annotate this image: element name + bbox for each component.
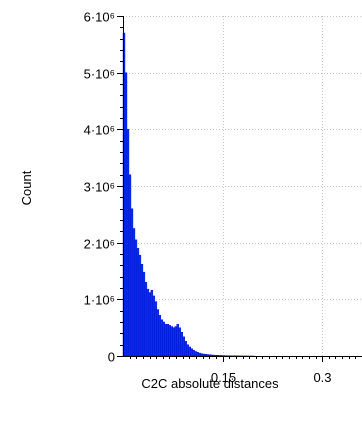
- y-tick-label: 1·10⁶: [84, 293, 115, 308]
- histogram-bar: [186, 344, 189, 357]
- histogram-bar: [178, 327, 181, 357]
- histogram-bar: [204, 354, 207, 357]
- histogram-bar: [156, 309, 160, 357]
- histogram-bar: [206, 354, 209, 357]
- x-tick-label: 0.3: [313, 370, 331, 385]
- histogram-bar: [210, 354, 213, 357]
- histogram-bar: [216, 355, 219, 357]
- histogram-bar: [166, 324, 170, 357]
- histogram-bar: [144, 282, 148, 357]
- histogram-bar: [124, 72, 128, 357]
- x-axis-title: C2C absolute distances: [141, 376, 279, 391]
- histogram-bar: [152, 295, 156, 357]
- histogram-bars: [122, 32, 255, 357]
- histogram-bar: [182, 336, 185, 357]
- axes: [117, 16, 362, 362]
- histogram-bar: [190, 348, 193, 357]
- histogram-bar: [162, 321, 166, 357]
- histogram-bar: [126, 129, 130, 357]
- y-axis-title: Count: [19, 170, 34, 205]
- histogram-bar: [168, 325, 171, 357]
- histogram-bar: [192, 350, 195, 357]
- histogram-bar: [160, 319, 164, 357]
- y-tick-label: 6·10⁶: [84, 10, 115, 25]
- histogram-bar: [136, 248, 140, 357]
- y-tick-label: 2·10⁶: [84, 237, 115, 252]
- histogram-bar: [130, 208, 134, 357]
- histogram-bar: [198, 352, 201, 357]
- y-tick-label: 4·10⁶: [84, 123, 115, 138]
- histogram-bar: [148, 292, 152, 357]
- histogram-bar: [214, 355, 217, 357]
- y-tick-label: 0: [108, 350, 115, 365]
- histogram-bar: [132, 228, 136, 357]
- histogram-bar: [196, 352, 199, 357]
- y-tick-label: 3·10⁶: [84, 180, 115, 195]
- histogram-bar: [208, 354, 211, 357]
- histogram-bar: [202, 353, 205, 357]
- histogram-bar: [138, 254, 142, 357]
- histogram-bar: [174, 326, 177, 357]
- histogram-bar: [142, 271, 146, 357]
- histogram-bar: [220, 355, 223, 357]
- grid-lines: [123, 16, 362, 356]
- histogram-bar: [218, 355, 221, 357]
- histogram-bar: [170, 326, 173, 357]
- histogram-bar: [154, 301, 158, 357]
- y-tick-label: 5·10⁶: [84, 67, 115, 82]
- histogram-bar: [158, 315, 162, 357]
- histogram-bar: [184, 341, 187, 357]
- histogram-bar: [164, 324, 168, 357]
- tick-labels: 0 1·10⁶ 2·10⁶ 3·10⁶ 4·10⁶ 5·10⁶ 6·10⁶ 0.15 0.3: [84, 10, 332, 386]
- histogram-bar: [134, 239, 138, 357]
- histogram-bar: [194, 351, 197, 357]
- histogram-bar: [200, 353, 203, 357]
- histogram-bar: [188, 346, 191, 357]
- histogram-bar: [128, 174, 132, 357]
- histogram-bar: [172, 327, 175, 357]
- histogram-bar: [212, 354, 215, 357]
- x-tick-label: 0.15: [211, 370, 236, 385]
- histogram-bar: [140, 264, 144, 357]
- histogram-bar: [180, 332, 183, 357]
- histogram-bar: [222, 355, 225, 357]
- histogram-bar: [150, 290, 154, 357]
- histogram-bar: [176, 324, 179, 357]
- histogram-bar: [146, 288, 150, 357]
